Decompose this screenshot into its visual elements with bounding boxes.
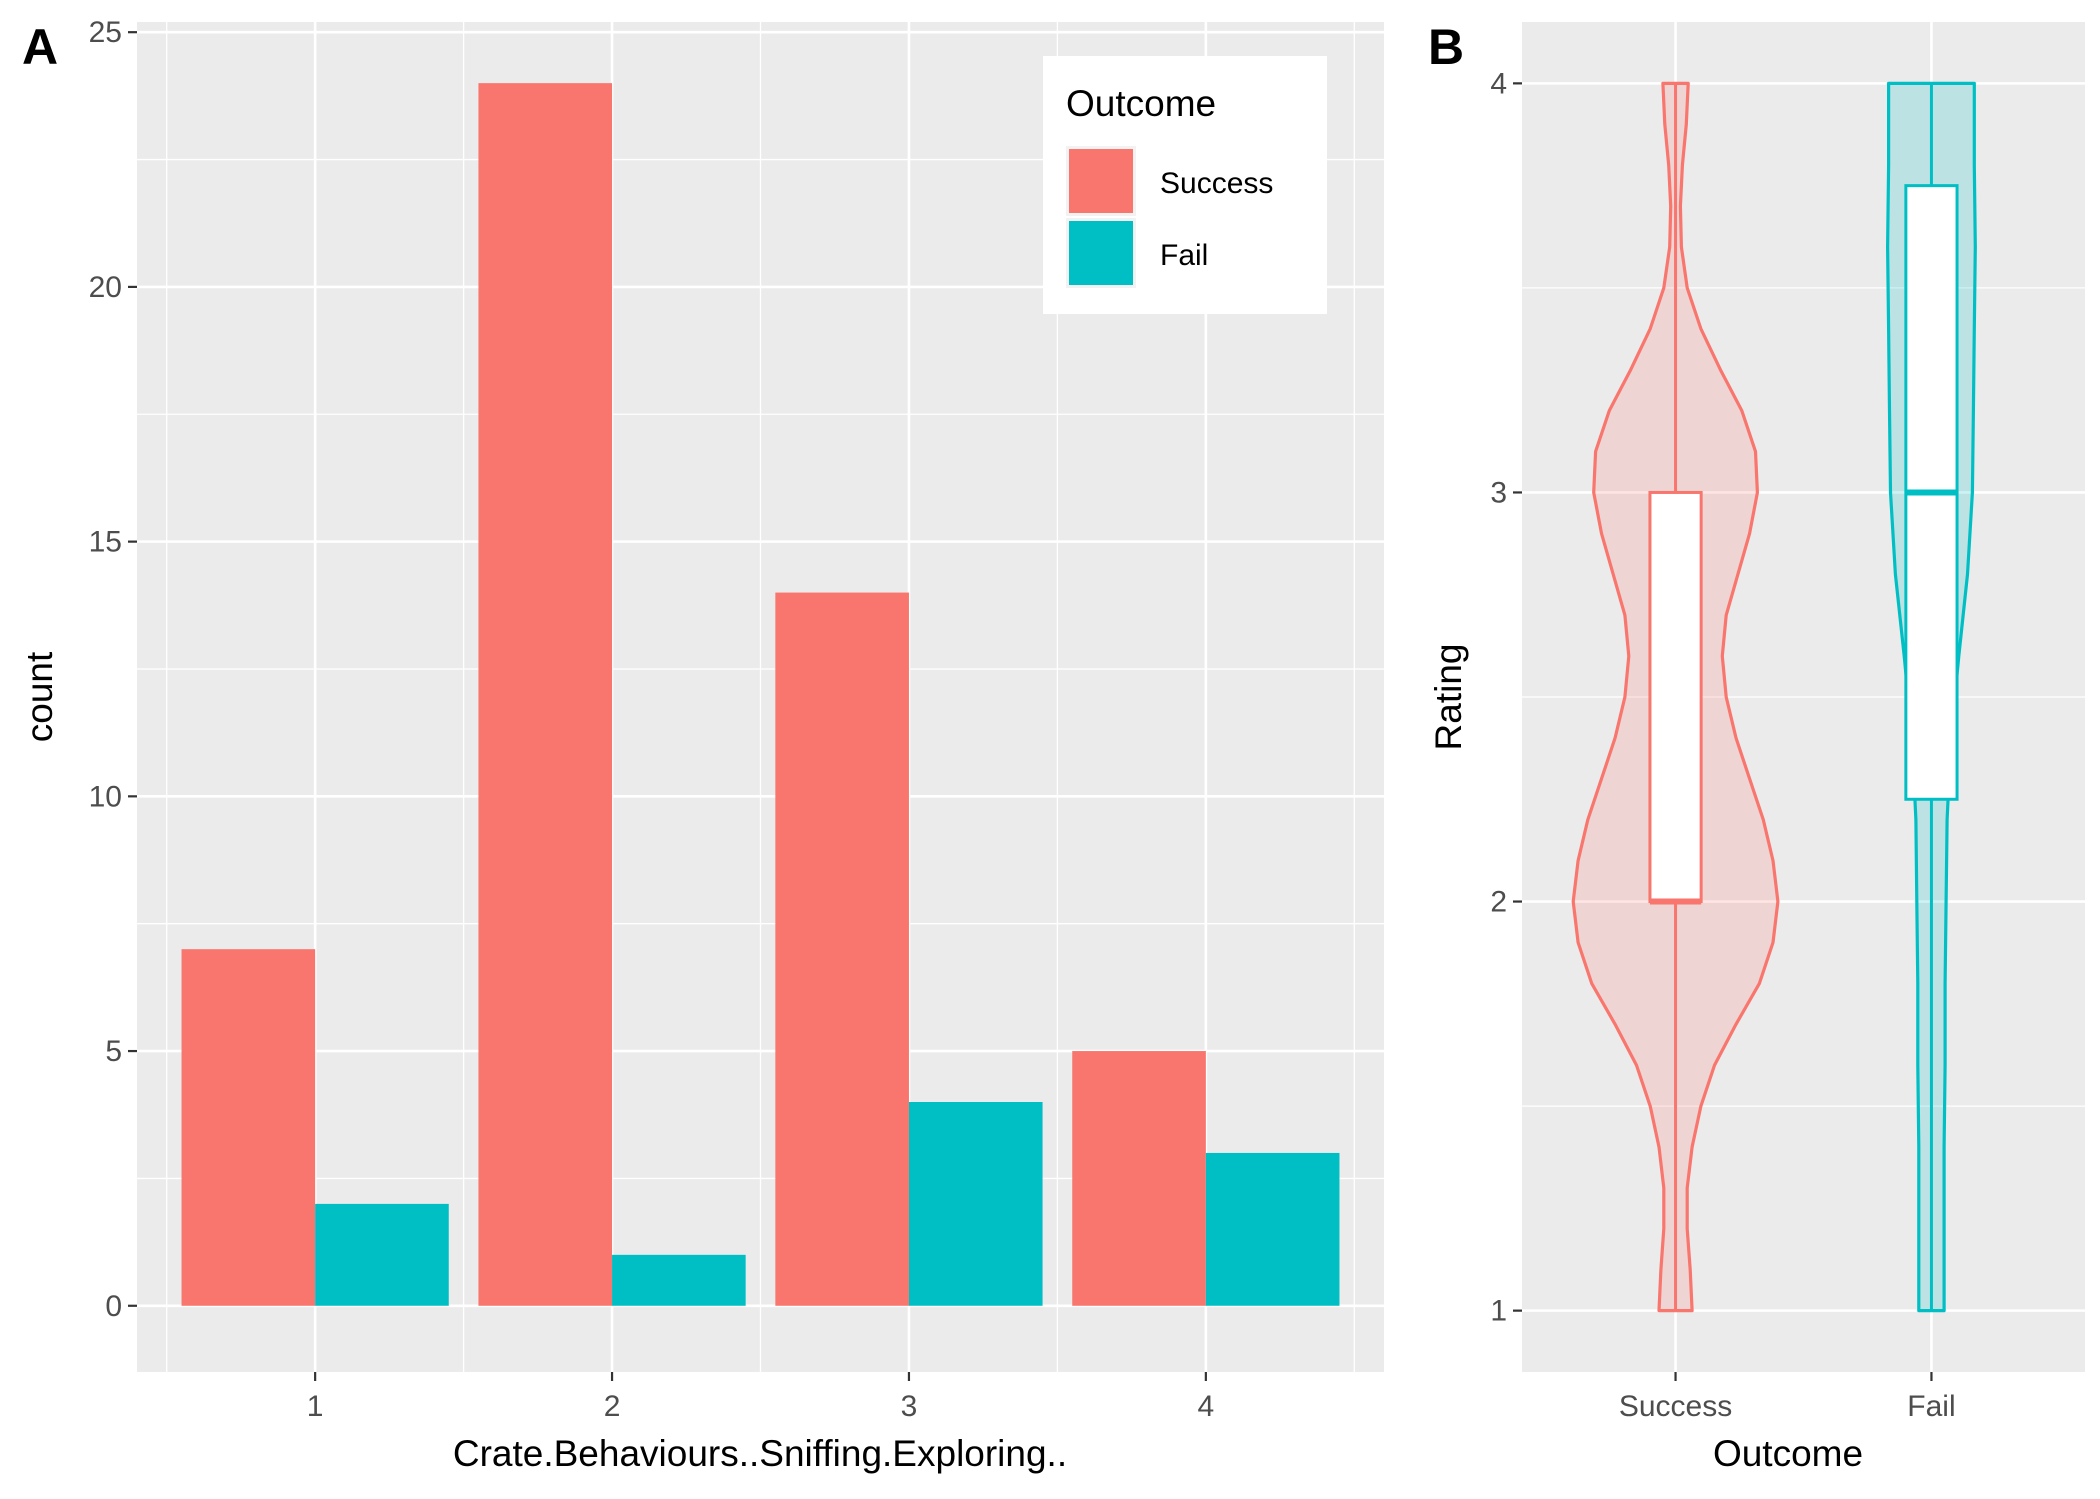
x-tick-label: Fail xyxy=(1907,1390,1955,1423)
box-success xyxy=(1648,490,1703,904)
y-tick-label: 5 xyxy=(105,1035,122,1068)
panel-a-x-axis-title: Crate.Behaviours..Sniffing.Exploring.. xyxy=(453,1433,1067,1474)
panel-a-y-axis-title: count xyxy=(19,651,60,742)
x-tick-label: Success xyxy=(1619,1390,1732,1423)
bar-success-2 xyxy=(478,83,613,1306)
y-tick-label: 2 xyxy=(1490,886,1507,919)
y-tick-label: 10 xyxy=(89,780,122,813)
y-tick-label: 1 xyxy=(1490,1295,1507,1328)
panel-a-x-ticks: 1 2 3 4 xyxy=(307,1372,1214,1423)
legend: Outcome Success Fail xyxy=(1043,56,1327,314)
y-tick-label: 3 xyxy=(1490,476,1507,509)
y-tick-label: 25 xyxy=(89,16,122,49)
panel-label-b: B xyxy=(1428,19,1464,75)
x-tick-label: 2 xyxy=(604,1390,621,1423)
panel-b-y-axis-title: Rating xyxy=(1428,644,1469,751)
panel-label-a: A xyxy=(22,19,58,75)
bar-success-3 xyxy=(775,592,909,1306)
legend-title: Outcome xyxy=(1066,83,1216,124)
y-tick-label: 15 xyxy=(89,526,122,559)
y-tick-label: 0 xyxy=(105,1290,122,1323)
legend-key-success xyxy=(1069,149,1133,213)
y-tick-label: 4 xyxy=(1490,67,1507,100)
panel-b-boxplots xyxy=(1648,83,1959,1311)
bar-fail-1 xyxy=(315,1203,449,1306)
x-tick-label: 3 xyxy=(901,1390,918,1423)
legend-label-success: Success xyxy=(1160,167,1273,200)
legend-key-fail xyxy=(1069,221,1133,285)
legend-label-fail: Fail xyxy=(1160,239,1208,272)
x-tick-label: 1 xyxy=(307,1390,324,1423)
y-tick-label: 20 xyxy=(89,271,122,304)
bar-fail-3 xyxy=(908,1102,1043,1306)
panel-b-y-ticks: 1 2 3 4 xyxy=(1490,67,1522,1328)
panel-a-y-ticks: 0 5 10 15 20 25 xyxy=(89,16,137,1323)
bar-success-1 xyxy=(181,949,316,1306)
panel-a-bars xyxy=(181,83,1340,1306)
bar-success-4 xyxy=(1072,1051,1206,1306)
x-tick-label: 4 xyxy=(1198,1390,1215,1423)
panel-b-x-axis-title: Outcome xyxy=(1713,1433,1863,1474)
bar-fail-2 xyxy=(612,1254,746,1306)
bar-fail-4 xyxy=(1205,1152,1340,1306)
panel-b-x-ticks: Success Fail xyxy=(1619,1372,1956,1423)
